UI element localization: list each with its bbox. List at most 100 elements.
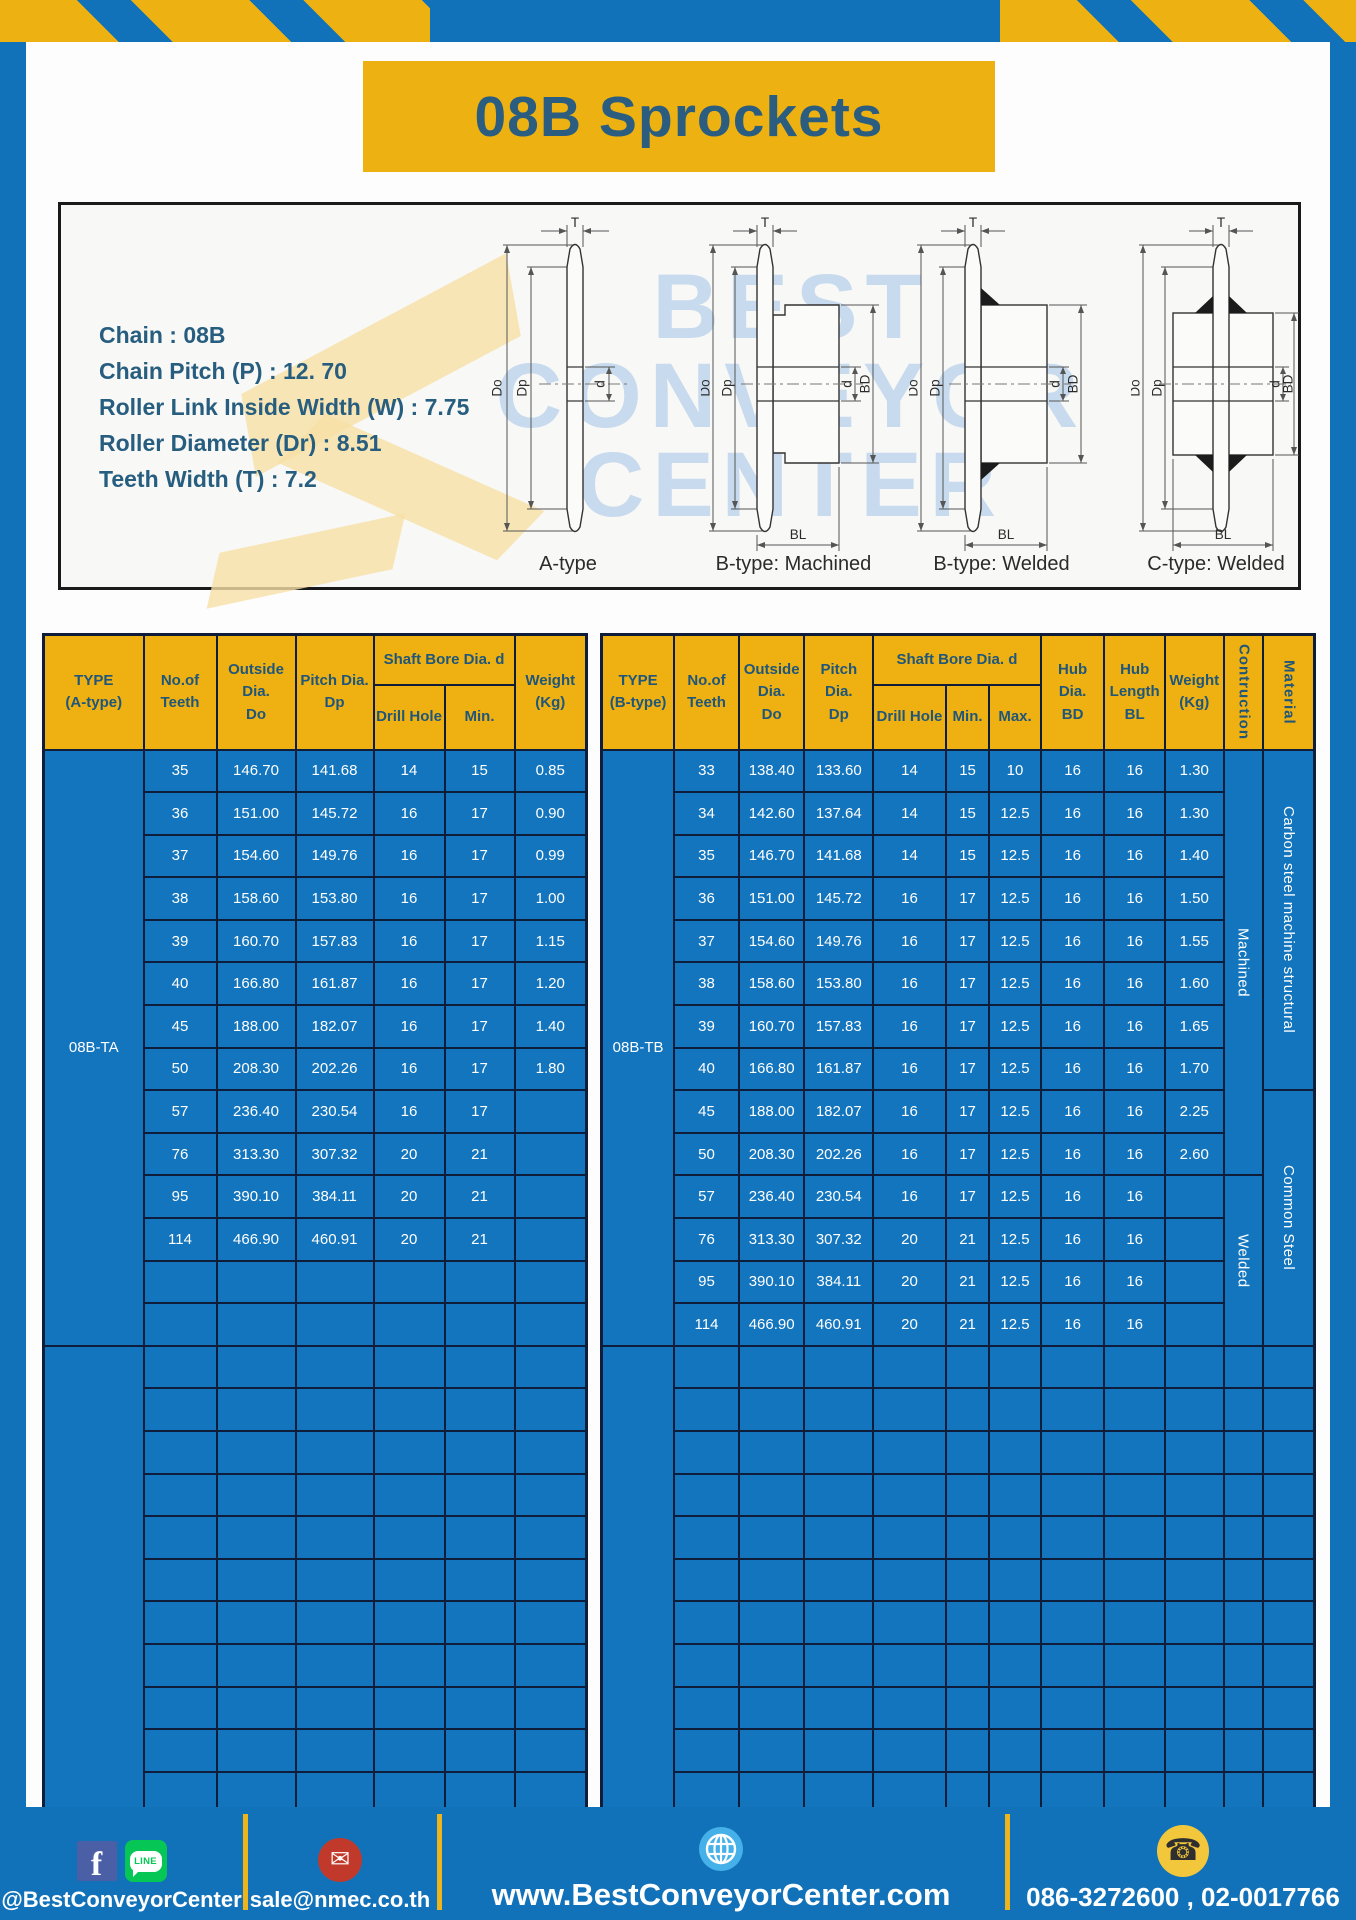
- cell: 17: [443, 1004, 516, 1049]
- cell: [1103, 1685, 1166, 1731]
- cell: [294, 1600, 375, 1645]
- dim-label-t: T: [761, 217, 769, 230]
- cell: [215, 1515, 297, 1560]
- cell: 17: [944, 876, 991, 921]
- cell: [142, 1515, 218, 1560]
- material-cell: [1261, 1387, 1316, 1432]
- cell: 20: [872, 1259, 947, 1305]
- watermark-shape: [206, 513, 406, 609]
- cell: 16: [1039, 876, 1106, 921]
- cell: [372, 1600, 446, 1645]
- hazard-stripes-left: [0, 0, 430, 42]
- cell: [988, 1430, 1042, 1475]
- email-address[interactable]: sale@nmec.co.th: [249, 1887, 431, 1912]
- cell: 16: [372, 961, 446, 1007]
- cell: [673, 1472, 740, 1518]
- cell: [513, 1131, 588, 1177]
- cell: [1039, 1515, 1106, 1560]
- cell: [513, 1557, 588, 1603]
- cell: 16: [1103, 1089, 1166, 1134]
- table-row: 40 166.80 161.87 16 17 1.20: [44, 961, 588, 1007]
- cell: [1103, 1515, 1166, 1560]
- cell: 16: [1039, 1217, 1106, 1262]
- cell: [513, 1259, 588, 1305]
- table-row: 08B-TB 33 138.40 133.60 14 15 10 16 16 1.30 Machin…: [600, 748, 1316, 1347]
- table-row: [602, 1642, 1316, 1688]
- dim-label-do: Do: [701, 379, 713, 396]
- cell: 141.68: [294, 748, 375, 794]
- phone-icon[interactable]: ☎: [1157, 1825, 1209, 1877]
- cell: [142, 1472, 218, 1518]
- cell: 16: [1039, 748, 1106, 794]
- construction-cell: [1222, 1387, 1264, 1432]
- cell: 20: [372, 1131, 446, 1177]
- cell: [443, 1642, 516, 1688]
- email-icon[interactable]: ✉: [318, 1838, 362, 1882]
- cell: 151.00: [737, 876, 806, 921]
- line-label: LINE: [134, 1855, 157, 1867]
- cell: 202.26: [803, 1131, 875, 1177]
- cell: 208.30: [215, 1046, 297, 1092]
- cell: 14: [872, 833, 947, 879]
- table-row: [602, 1685, 1316, 1731]
- sprocket-drawing-c-welded: Do Dp T d BD BL: [1131, 217, 1299, 551]
- cell: 21: [944, 1259, 991, 1305]
- table-row: 36 151.00 145.72 16 17 0.90: [44, 791, 588, 836]
- cell: 76: [673, 1217, 740, 1262]
- cell: 17: [443, 918, 516, 964]
- cell: 1.30: [1163, 791, 1225, 836]
- cell: 20: [872, 1302, 947, 1347]
- cell: 36: [142, 791, 218, 836]
- cell: 21: [443, 1174, 516, 1220]
- cell: 158.60: [215, 876, 297, 921]
- cell: 35: [142, 748, 218, 794]
- cell: [673, 1515, 740, 1560]
- cell: 460.91: [803, 1302, 875, 1347]
- type-group-cell: 08B-TA: [42, 748, 145, 1347]
- cell: [673, 1600, 740, 1645]
- cell: [944, 1642, 991, 1688]
- title-banner: 08B Sprockets: [363, 61, 995, 172]
- cell: 16: [1039, 791, 1106, 836]
- table-row: 95 390.10 384.11 20 21: [44, 1174, 588, 1220]
- facebook-icon[interactable]: f: [76, 1841, 117, 1881]
- table-row: 50 208.30 202.26 16 17 1.80: [44, 1046, 588, 1092]
- cell: [737, 1728, 806, 1773]
- line-icon[interactable]: LINE: [124, 1840, 167, 1882]
- cell: [872, 1344, 947, 1390]
- phone-numbers[interactable]: 086-3272600 , 02-0017766: [1026, 1882, 1340, 1912]
- cell: [215, 1387, 297, 1432]
- caption-c-welded: C-type: Welded: [1147, 553, 1285, 575]
- cell: [988, 1387, 1042, 1432]
- cell: [803, 1600, 875, 1645]
- globe-icon[interactable]: [698, 1826, 744, 1872]
- cell: 16: [1039, 1046, 1106, 1092]
- cell: 149.76: [294, 833, 375, 879]
- cell: [988, 1344, 1042, 1390]
- sprocket-drawing-b-welded: Do Dp T d BD BL: [909, 217, 1087, 551]
- cell: [1039, 1600, 1106, 1645]
- dim-label-bl: BL: [790, 527, 807, 542]
- cell: 16: [872, 1174, 947, 1220]
- cell: 16: [872, 876, 947, 921]
- table-row: [44, 1728, 588, 1773]
- cell: 1.80: [513, 1046, 588, 1092]
- social-handle[interactable]: @BestConveyorCenter: [1, 1887, 242, 1912]
- cell: 15: [944, 833, 991, 879]
- table-b-body: 08B-TB 33 138.40 133.60 14 15 10 16 16 1.30 Machin…: [600, 748, 1316, 1816]
- cell: 1.15: [513, 918, 588, 964]
- table-row: [602, 1472, 1316, 1518]
- cell: [1103, 1430, 1166, 1475]
- cell: [737, 1685, 806, 1731]
- table-row: 57 236.40 230.54 16 17: [44, 1089, 588, 1134]
- cell: [988, 1472, 1042, 1518]
- footer-phone-section: ☎ 086-3272600 , 02-0017766: [1010, 1807, 1356, 1920]
- website-url[interactable]: www.BestConveyorCenter.com: [491, 1877, 951, 1912]
- spec-line: Roller Link Inside Width (W) : 7.75: [99, 394, 470, 420]
- dim-label-d: d: [593, 380, 608, 388]
- cell: 21: [944, 1217, 991, 1262]
- material-cell: [1261, 1685, 1316, 1731]
- cell: [1163, 1515, 1225, 1560]
- spec-line: Chain Pitch (P) : 12. 70: [99, 358, 347, 384]
- cell: 16: [872, 1004, 947, 1049]
